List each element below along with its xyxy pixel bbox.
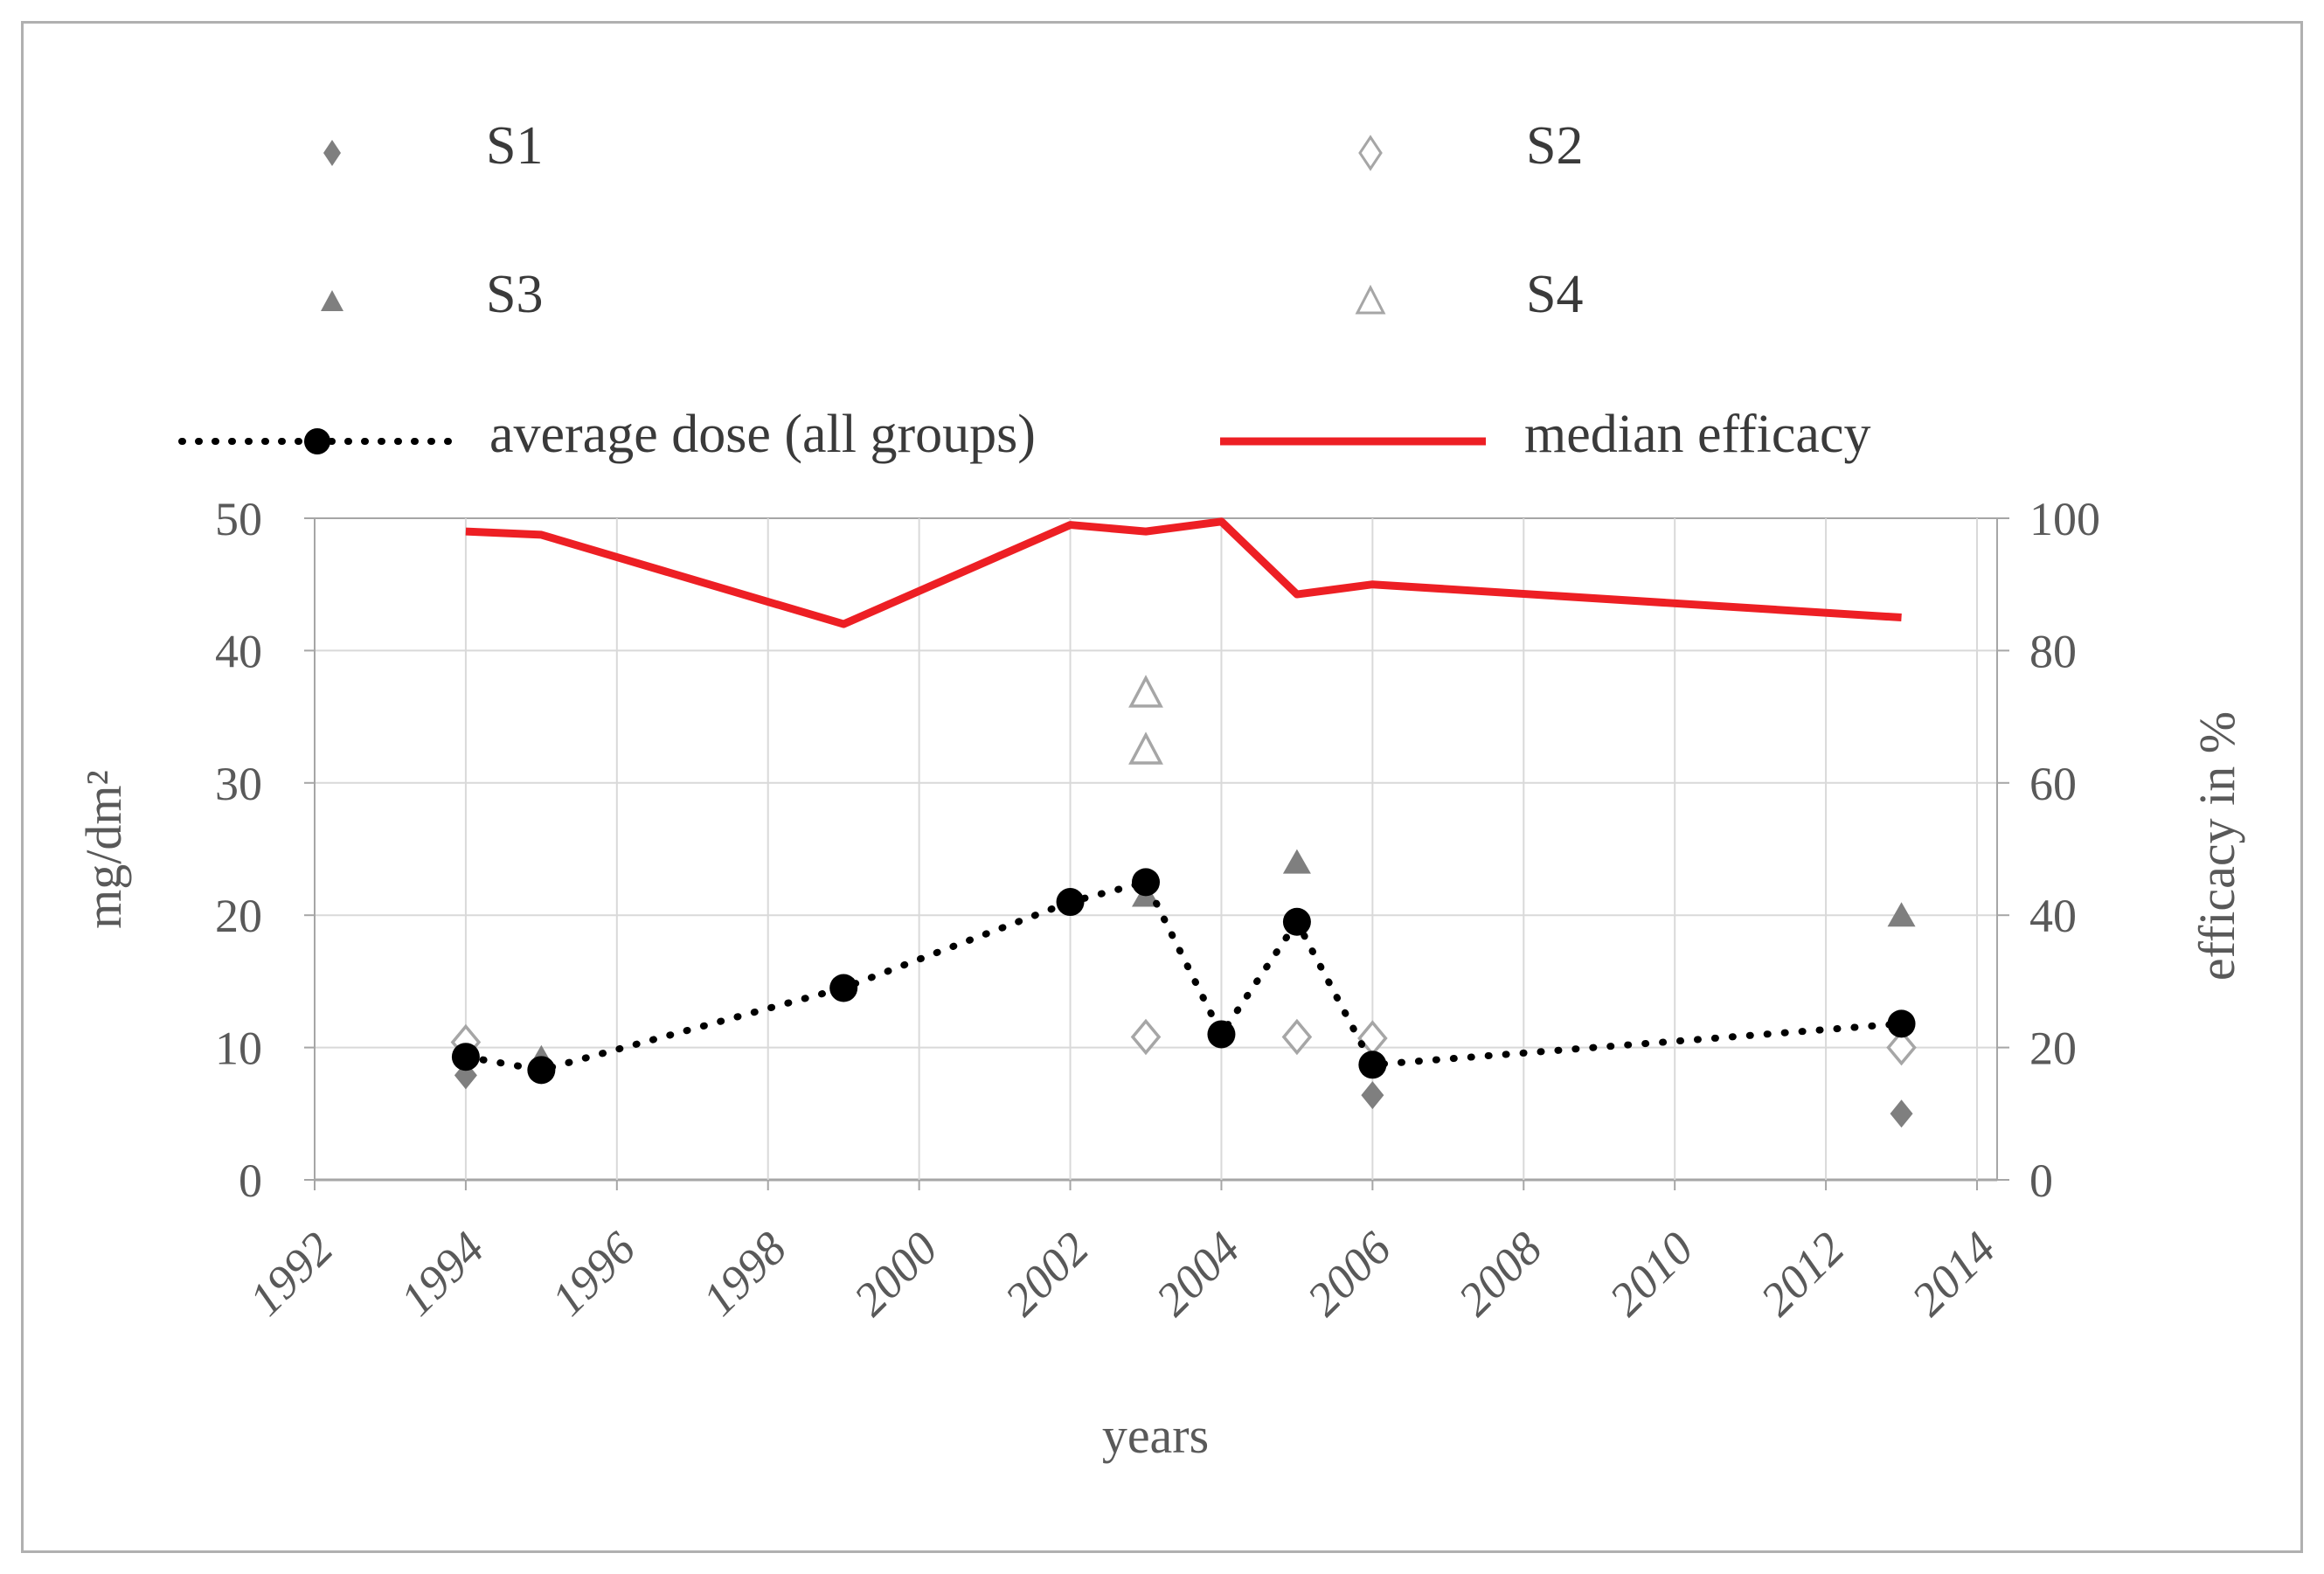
y-left-tick-label-50: 50 xyxy=(215,493,262,545)
avg_dose-line xyxy=(461,878,1905,1074)
y-right-tick-label-40: 40 xyxy=(2029,890,2077,942)
y-left-tick-label-0: 0 xyxy=(239,1154,262,1207)
x-tick-label-2002: 2002 xyxy=(995,1222,1099,1326)
x-tick-label-2014: 2014 xyxy=(1902,1222,2006,1326)
s2-point xyxy=(1130,1018,1162,1056)
x-tick-label-2012: 2012 xyxy=(1751,1222,1855,1326)
legend-label-s4: S4 xyxy=(1526,265,1584,324)
s4-point xyxy=(1128,675,1163,708)
y-left-tick-label-20: 20 xyxy=(215,890,262,942)
s4-legend-marker-triangle-open-icon xyxy=(1355,284,1386,315)
x-tick-label-1994: 1994 xyxy=(391,1222,495,1326)
y-left-tick-label-10: 10 xyxy=(215,1023,262,1075)
avg_dose-point xyxy=(1056,888,1085,917)
x-tick-label-1998: 1998 xyxy=(692,1222,796,1326)
x-tick-label-2000: 2000 xyxy=(843,1222,947,1326)
x-tick-label-2010: 2010 xyxy=(1599,1222,1703,1326)
s2-legend-marker-diamond-open-icon xyxy=(1358,135,1383,171)
average-dose-legend-line-icon xyxy=(178,428,456,454)
x-tick-label-2008: 2008 xyxy=(1448,1222,1552,1326)
y-right-tick-label-20: 20 xyxy=(2029,1023,2077,1075)
legend-label-average-dose: average dose (all groups) xyxy=(489,405,1036,464)
median_efficacy-line xyxy=(465,517,1902,628)
y-left-axis-title: mg/dm² xyxy=(75,770,132,929)
legend-label-s3: S3 xyxy=(486,265,544,324)
avg_dose-point xyxy=(451,1043,480,1071)
avg_dose-point xyxy=(829,974,858,1002)
s2-point xyxy=(1357,1020,1388,1057)
legend-label-s2: S2 xyxy=(1526,116,1584,176)
y-right-tick-label-100: 100 xyxy=(2029,493,2100,545)
s2-point xyxy=(1281,1018,1313,1056)
avg_dose-point xyxy=(1282,907,1311,936)
s1-legend-marker-diamond-filled-icon xyxy=(323,140,341,166)
avg_dose-point xyxy=(1207,1020,1236,1049)
y-right-axis-title: efficacy in % xyxy=(2189,711,2245,981)
s1-point xyxy=(1890,1099,1913,1128)
y-right-tick-label-80: 80 xyxy=(2029,625,2077,677)
median-efficacy-legend-line-icon xyxy=(1220,437,1486,446)
s3-point xyxy=(1282,849,1311,874)
s3-point xyxy=(1887,902,1916,927)
avg_dose-point xyxy=(527,1056,556,1085)
y-right-tick-label-0: 0 xyxy=(2029,1154,2053,1207)
x-axis-title: years xyxy=(1102,1407,1209,1464)
s3-legend-marker-triangle-filled-icon xyxy=(321,290,343,311)
y-left-tick-label-30: 30 xyxy=(215,758,262,810)
x-tick-label-2004: 2004 xyxy=(1146,1222,1250,1326)
y-right-tick-label-60: 60 xyxy=(2029,758,2077,810)
y-left-tick-label-40: 40 xyxy=(215,625,262,677)
s1-point xyxy=(1361,1081,1384,1110)
x-tick-label-1996: 1996 xyxy=(542,1222,646,1326)
avg_dose-point xyxy=(1358,1050,1387,1079)
s4-point xyxy=(1128,732,1163,765)
x-tick-label-1992: 1992 xyxy=(239,1222,343,1326)
avg_dose-point xyxy=(1132,868,1160,897)
x-tick-label-2006: 2006 xyxy=(1297,1222,1401,1326)
s2-point xyxy=(1886,1029,1917,1066)
legend-label-s1: S1 xyxy=(486,116,544,176)
avg_dose-point xyxy=(1887,1009,1916,1038)
legend-label-median-efficacy: median efficacy xyxy=(1524,405,1871,464)
